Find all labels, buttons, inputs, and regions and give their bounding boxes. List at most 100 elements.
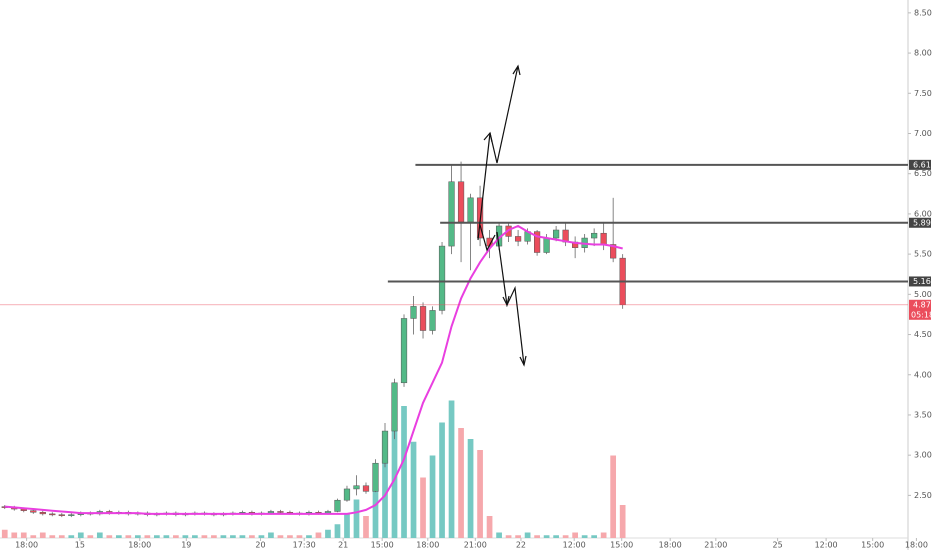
x-tick-label: 20 [255, 541, 265, 550]
candle-body [267, 511, 275, 514]
x-tick-label: 15:00 [610, 541, 633, 550]
volume-bar [96, 532, 103, 538]
volume-bar [58, 535, 65, 538]
volume-bar [306, 535, 312, 538]
volume-bar [467, 439, 474, 538]
arrow-head [502, 295, 510, 307]
candle-body [553, 229, 560, 239]
candle-body [514, 236, 522, 242]
volume-bar [543, 535, 550, 538]
volume-bar [211, 535, 217, 538]
volume-bar [562, 535, 569, 538]
volume-bar [591, 535, 597, 538]
y-tick-label: 2.50 [914, 491, 932, 500]
volume-bar [534, 535, 540, 538]
volume-bar [1, 529, 8, 538]
moving-average [4, 224, 623, 515]
volume-bar [173, 535, 179, 538]
volume-bar [334, 524, 341, 538]
y-tick-label: 5.50 [914, 250, 932, 259]
volume-bar [448, 400, 455, 538]
volume-bar [581, 535, 588, 538]
level-label: 6.61 [913, 160, 931, 169]
candle-body [400, 318, 408, 384]
y-tick-label: 5.00 [914, 290, 932, 299]
volume-bar [391, 428, 398, 538]
candle-body [457, 181, 465, 223]
y-tick-label: 6.50 [914, 169, 932, 178]
candle-body [277, 511, 284, 513]
volume-bar [439, 422, 445, 538]
candle-body [534, 231, 541, 253]
x-tick-label: 25 [773, 541, 783, 550]
volume-bar [39, 532, 46, 538]
volume-bar [572, 532, 578, 538]
volume-bar [315, 532, 322, 538]
candle-body [391, 382, 398, 432]
volume-bar [134, 535, 141, 538]
y-tick-label: 7.00 [914, 129, 932, 138]
candle-body [343, 488, 351, 501]
axes: 2.50 3.00 3.50 4.00 4.50 5.00 5.50 6.00 6.50 7.00… [15, 8, 932, 549]
candle-body [372, 462, 379, 492]
candle-body [353, 485, 360, 490]
volume-bar [182, 535, 189, 538]
y-tick-label: 3.50 [914, 410, 932, 419]
volume-bar [239, 535, 246, 538]
last-price-label: 4.87 [913, 300, 931, 309]
volume-bar [220, 535, 227, 538]
x-tick-label: 22 [516, 541, 526, 550]
y-tick-label: 6.00 [914, 209, 932, 218]
candle-body [334, 499, 341, 512]
candle-body [543, 237, 550, 253]
volume-bar [287, 535, 293, 538]
candle-body [448, 181, 455, 247]
candle-body [49, 513, 56, 516]
candle-body [58, 514, 65, 516]
volume-bar [20, 532, 27, 538]
volume-bar [401, 406, 407, 538]
candle-body [600, 232, 607, 245]
volume-bar [410, 441, 417, 538]
arrow-head [519, 355, 527, 367]
level-tag [909, 276, 931, 287]
level-tag [909, 159, 931, 170]
candle-body [324, 511, 332, 514]
volume-bar [249, 535, 255, 538]
x-tick-label: 15 [75, 541, 85, 550]
x-tick-label: 21:00 [464, 541, 487, 550]
volume-bar [382, 461, 388, 538]
candle-body [429, 310, 436, 331]
arrow-path [479, 224, 496, 252]
volume-bar [296, 535, 303, 538]
y-tick-label: 7.50 [914, 89, 932, 98]
volume-bar [458, 428, 464, 538]
volume-bar [610, 455, 617, 538]
volume-bar [68, 535, 75, 538]
volume-bar [515, 535, 521, 538]
volume-bar [87, 535, 94, 538]
volume-bar [477, 450, 483, 538]
volume-bar [268, 532, 274, 538]
arrow-path-up [477, 65, 519, 241]
y-tick-label: 8.50 [914, 8, 932, 17]
level-label: 5.16 [913, 277, 931, 286]
candle-body [381, 430, 389, 464]
volume-bar [429, 455, 436, 538]
x-tick-label: 18:00 [659, 541, 682, 550]
volume-bar [11, 532, 18, 538]
volume-bar [201, 535, 208, 538]
candle-body [591, 232, 598, 239]
volume-bar [420, 477, 426, 538]
candle-body [610, 244, 617, 259]
x-tick-label: 15:00 [371, 541, 394, 550]
volume-bar [363, 516, 369, 538]
x-tick-label: 18:00 [128, 541, 151, 550]
x-tick-label: 17:30 [293, 541, 316, 550]
volume-bar [600, 532, 607, 538]
level-label: 5.89 [913, 218, 931, 227]
volume-bar [258, 535, 265, 538]
volume-bar [277, 535, 284, 538]
candle-body [467, 197, 474, 223]
